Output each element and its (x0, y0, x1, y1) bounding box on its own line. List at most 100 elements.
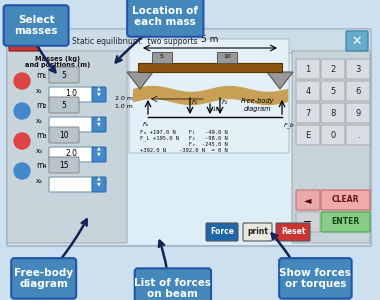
Text: Force: Force (210, 227, 234, 236)
Text: .: . (357, 130, 359, 140)
FancyBboxPatch shape (7, 29, 371, 53)
Bar (138, 63, 282, 72)
FancyBboxPatch shape (296, 190, 320, 210)
Text: x₂: x₂ (36, 118, 43, 124)
FancyBboxPatch shape (129, 39, 289, 153)
FancyBboxPatch shape (346, 81, 370, 101)
FancyBboxPatch shape (49, 67, 79, 83)
FancyBboxPatch shape (296, 212, 320, 232)
Text: E: E (306, 130, 310, 140)
Text: ▲
▼: ▲ ▼ (97, 146, 101, 156)
FancyBboxPatch shape (49, 147, 93, 162)
FancyBboxPatch shape (92, 177, 106, 192)
Text: ENTER: ENTER (331, 218, 359, 226)
Text: Fₐ +197.0 N    F₁   -49.0 N
F_L +195.0 N   F₂   -98.0 N
               Fᵥ  -245.: Fₐ +197.0 N F₁ -49.0 N F_L +195.0 N F₂ -… (140, 130, 228, 153)
Text: Static equilibrium:  two supports: Static equilibrium: two supports (72, 37, 198, 46)
FancyBboxPatch shape (292, 51, 370, 243)
Text: F₂: F₂ (222, 100, 228, 106)
Text: Show forces
or torques: Show forces or torques (279, 268, 352, 289)
Text: x₃: x₃ (36, 148, 43, 154)
FancyBboxPatch shape (276, 223, 310, 241)
FancyBboxPatch shape (135, 268, 211, 300)
Text: x₁: x₁ (36, 88, 43, 94)
Text: 5: 5 (62, 100, 66, 109)
Text: Select
masses: Select masses (14, 15, 58, 36)
Circle shape (14, 133, 30, 149)
FancyBboxPatch shape (49, 87, 93, 102)
FancyBboxPatch shape (92, 87, 106, 102)
Text: 15: 15 (59, 160, 69, 169)
FancyBboxPatch shape (7, 51, 127, 243)
Text: 1.0: 1.0 (65, 89, 77, 98)
FancyBboxPatch shape (296, 125, 320, 145)
Text: Location of
each mass: Location of each mass (132, 6, 198, 27)
Text: m₂: m₂ (36, 100, 46, 109)
FancyBboxPatch shape (11, 258, 76, 299)
FancyBboxPatch shape (321, 212, 370, 232)
FancyBboxPatch shape (296, 103, 320, 123)
Bar (217, 52, 237, 63)
FancyBboxPatch shape (346, 125, 370, 145)
FancyBboxPatch shape (321, 59, 345, 79)
Circle shape (14, 73, 30, 89)
Text: ↓Fᵥ: ↓Fᵥ (212, 106, 222, 112)
FancyBboxPatch shape (296, 59, 320, 79)
Text: F₁: F₁ (192, 100, 198, 106)
Text: ▲
▼: ▲ ▼ (97, 176, 101, 186)
Text: 10: 10 (59, 130, 69, 140)
Text: 7: 7 (305, 109, 311, 118)
FancyBboxPatch shape (49, 157, 79, 173)
Text: 10: 10 (223, 55, 231, 59)
FancyBboxPatch shape (346, 31, 368, 51)
Text: Fₐ: Fₐ (143, 122, 149, 127)
Text: 8: 8 (330, 109, 336, 118)
Text: x₄: x₄ (36, 178, 43, 184)
FancyBboxPatch shape (92, 117, 106, 132)
Text: 5: 5 (330, 86, 336, 95)
Text: 5 m: 5 m (201, 35, 218, 44)
Text: ◄: ◄ (304, 195, 312, 205)
FancyBboxPatch shape (296, 81, 320, 101)
Text: Free-body
diagram: Free-body diagram (14, 268, 73, 289)
Text: 0: 0 (330, 130, 336, 140)
Text: 1.0 m: 1.0 m (115, 104, 133, 110)
Text: ✕: ✕ (352, 34, 362, 47)
FancyBboxPatch shape (346, 59, 370, 79)
Text: 4: 4 (306, 86, 310, 95)
Text: 2.0 m: 2.0 m (115, 97, 133, 101)
Text: FILE
opt: FILE opt (20, 37, 28, 45)
Polygon shape (267, 72, 293, 89)
FancyBboxPatch shape (9, 31, 39, 51)
Text: m₄: m₄ (36, 160, 46, 169)
FancyBboxPatch shape (49, 177, 93, 192)
FancyBboxPatch shape (321, 81, 345, 101)
Text: m₃: m₃ (36, 130, 46, 140)
Text: 2: 2 (330, 64, 336, 74)
Text: 9: 9 (355, 109, 361, 118)
Circle shape (14, 103, 30, 119)
Text: 5: 5 (62, 70, 66, 80)
Polygon shape (127, 72, 153, 89)
Text: m₁: m₁ (36, 70, 46, 80)
Text: Reset: Reset (281, 227, 305, 236)
FancyBboxPatch shape (206, 223, 238, 241)
FancyBboxPatch shape (321, 103, 345, 123)
FancyBboxPatch shape (49, 117, 93, 132)
Text: −: − (303, 217, 313, 227)
Text: ▲
▼: ▲ ▼ (97, 85, 101, 96)
FancyBboxPatch shape (346, 103, 370, 123)
Text: List of forces
on beam: List of forces on beam (135, 278, 211, 299)
FancyBboxPatch shape (321, 125, 345, 145)
FancyBboxPatch shape (127, 0, 203, 37)
Text: Free-body
diagram: Free-body diagram (241, 98, 275, 112)
Text: print: print (247, 227, 268, 236)
FancyBboxPatch shape (243, 223, 272, 241)
Text: Masses (kg)
and positions (m): Masses (kg) and positions (m) (25, 56, 90, 68)
Text: 1: 1 (306, 64, 310, 74)
FancyBboxPatch shape (7, 29, 371, 246)
Text: 6: 6 (355, 86, 361, 95)
Text: CLEAR: CLEAR (332, 196, 359, 205)
Bar (152, 52, 172, 63)
Circle shape (14, 163, 30, 179)
Text: 5: 5 (160, 55, 164, 59)
